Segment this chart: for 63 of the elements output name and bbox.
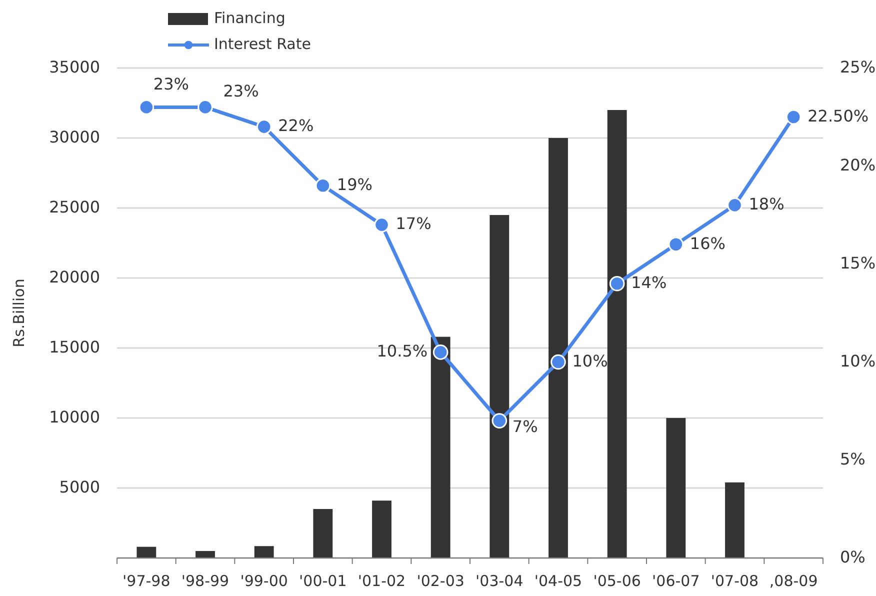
point — [609, 276, 625, 292]
bar — [607, 110, 627, 558]
y2-tick-label: 10% — [840, 351, 876, 370]
bar — [372, 500, 392, 558]
legend-label: Interest Rate — [214, 35, 311, 54]
point — [315, 178, 331, 194]
y2-tick-label: 15% — [840, 253, 876, 272]
data-label: 22.50% — [808, 106, 869, 126]
data-label: 14% — [631, 272, 667, 292]
data-label: 7% — [512, 417, 538, 436]
y-tick-label: 20000 — [49, 267, 100, 286]
data-label: 10% — [572, 351, 608, 370]
legend-label: Financing — [214, 9, 286, 28]
data-label: 17% — [396, 214, 432, 234]
bar — [725, 482, 744, 558]
x-tick-label: '99-00 — [240, 572, 288, 590]
y2-tick-label: 25% — [840, 57, 876, 76]
y-axis-title: Rs.Billion — [10, 278, 28, 348]
bar — [313, 509, 333, 558]
point — [550, 354, 566, 370]
x-tick-label: '05-06 — [593, 572, 641, 590]
data-label: 23% — [153, 74, 189, 94]
data-label: 23% — [223, 82, 259, 101]
x-tick-label: '07-08 — [710, 572, 759, 590]
y2-tick-label: 0% — [840, 547, 866, 566]
point — [138, 100, 154, 115]
data-label: 10.5% — [376, 342, 428, 361]
point — [256, 119, 272, 134]
point — [668, 236, 684, 252]
x-tick-label: '00-01 — [299, 572, 347, 590]
x-tick-label: '01-02 — [358, 572, 406, 590]
point — [727, 198, 742, 213]
y2-tick-label: 5% — [840, 449, 866, 468]
y-tick-label: 15000 — [49, 337, 100, 356]
x-tick-label: '97-98 — [122, 572, 170, 590]
point — [374, 217, 390, 232]
data-label: 18% — [748, 194, 784, 214]
x-tick-label: '06-07 — [652, 572, 700, 590]
data-label: 16% — [690, 234, 726, 253]
bar — [254, 546, 274, 558]
data-label: 22% — [278, 116, 314, 136]
data-label: 19% — [336, 174, 372, 194]
bar — [196, 551, 215, 558]
x-tick-label: '03-04 — [476, 572, 524, 590]
y-tick-label: 25000 — [49, 197, 100, 216]
y-tick-label: 5000 — [59, 477, 100, 496]
y-tick-label: 35000 — [49, 57, 100, 76]
y2-tick-label: 20% — [840, 155, 876, 174]
x-tick-label: '04-05 — [534, 572, 582, 590]
bar — [490, 215, 510, 558]
x-tick-label: '98-99 — [181, 572, 230, 590]
point — [198, 100, 213, 115]
bar — [430, 336, 450, 558]
y-tick-label: 10000 — [49, 407, 100, 426]
point — [492, 413, 508, 428]
y-tick-label: 30000 — [49, 127, 100, 146]
x-tick-label: '02-03 — [416, 572, 464, 590]
point — [786, 109, 802, 125]
x-tick-label: ,08-09 — [769, 572, 818, 590]
bar — [548, 138, 568, 558]
point — [432, 344, 448, 360]
bar — [136, 546, 156, 558]
bar — [666, 418, 686, 558]
